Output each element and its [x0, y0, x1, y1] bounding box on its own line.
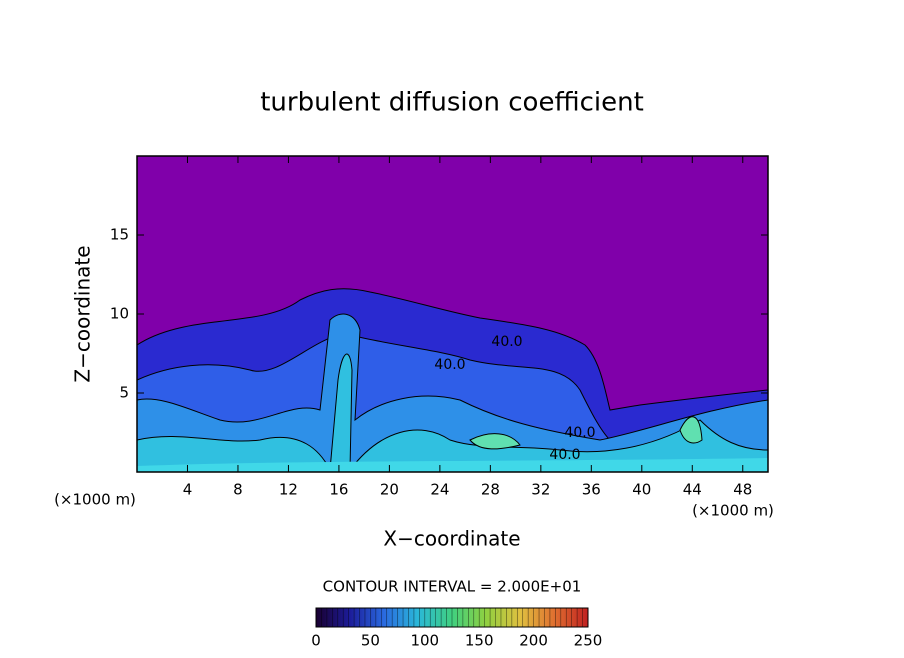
y-tick-label: 5 — [119, 384, 129, 402]
y-axis-label: Z−coordinate — [71, 245, 95, 382]
colorbar-tick-label: 50 — [361, 632, 380, 650]
contour-interval: CONTOUR INTERVAL = 2.000E+01 — [323, 578, 582, 596]
y-tick-label: 15 — [110, 226, 129, 244]
contour-label: 40.0 — [549, 447, 580, 463]
x-tick-label: 20 — [380, 481, 399, 499]
y-tick-label: 10 — [110, 305, 129, 323]
y-unit: (×1000 m) — [692, 502, 774, 520]
x-tick-label: 8 — [233, 481, 243, 499]
x-tick-label: 24 — [430, 481, 449, 499]
x-tick-label: 12 — [279, 481, 298, 499]
field — [137, 288, 768, 472]
x-tick-label: 36 — [582, 481, 601, 499]
contour-label: 40.0 — [434, 357, 465, 373]
field-region — [137, 458, 768, 472]
x-tick-label: 16 — [329, 481, 348, 499]
colorbar-tick-label: 100 — [410, 632, 439, 650]
x-tick-label: 28 — [481, 481, 500, 499]
chart-title: turbulent diffusion coefficient — [260, 88, 644, 118]
colorbar-tick-label: 150 — [465, 632, 494, 650]
x-unit: (×1000 m) — [54, 491, 136, 509]
contour-label: 40.0 — [491, 334, 522, 350]
x-tick-label: 32 — [531, 481, 550, 499]
contour-label: 40.0 — [564, 425, 595, 441]
field-region — [469, 416, 703, 450]
colorbar-tick-label: 200 — [519, 632, 548, 650]
field-region — [137, 313, 768, 472]
colorbar-tick-label: 0 — [311, 632, 321, 650]
x-tick-label: 48 — [733, 481, 752, 499]
x-tick-label: 40 — [632, 481, 651, 499]
colorbar-tick-label: 250 — [574, 632, 603, 650]
x-tick-label: 44 — [683, 481, 702, 499]
x-tick-label: 4 — [183, 481, 193, 499]
x-axis-label: X−coordinate — [383, 527, 520, 551]
